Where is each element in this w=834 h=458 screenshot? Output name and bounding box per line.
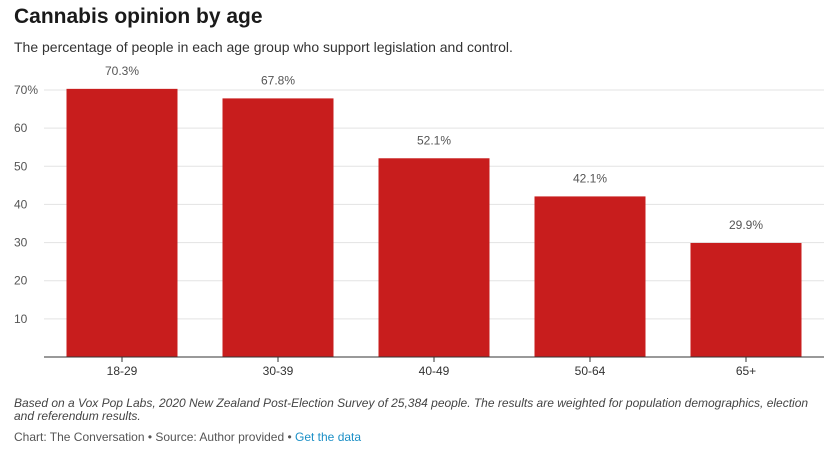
- chart-subtitle: The percentage of people in each age gro…: [14, 39, 513, 55]
- x-tick-label: 50-64: [575, 364, 606, 378]
- x-tick-label: 40-49: [419, 364, 450, 378]
- y-tick-label: 40: [14, 197, 28, 211]
- get-the-data-link[interactable]: Get the data: [295, 430, 362, 444]
- y-tick-label: 50: [14, 159, 28, 173]
- bar: [66, 88, 178, 357]
- bar: [378, 158, 490, 357]
- data-label: 42.1%: [573, 171, 607, 185]
- x-tick-label: 18-29: [107, 364, 138, 378]
- x-tick-label: 65+: [736, 364, 756, 378]
- bar: [222, 98, 334, 358]
- bar: [690, 242, 802, 357]
- credit-text: Chart: The Conversation • Source: Author…: [14, 430, 295, 444]
- y-tick-label: 60: [14, 121, 28, 135]
- chart-title: Cannabis opinion by age: [14, 5, 263, 28]
- y-tick-label: 30: [14, 236, 28, 250]
- y-tick-label: 20: [14, 274, 28, 288]
- bar: [534, 196, 646, 357]
- data-label: 67.8%: [261, 73, 295, 87]
- footnote: Based on a Vox Pop Labs, 2020 New Zealan…: [14, 396, 809, 423]
- credit-line: Chart: The Conversation • Source: Author…: [14, 430, 361, 444]
- y-tick-label: 10: [14, 312, 28, 326]
- data-label: 52.1%: [417, 133, 451, 147]
- data-label: 29.9%: [729, 218, 763, 232]
- data-label: 70.3%: [105, 64, 139, 78]
- y-tick-label: 70%: [14, 83, 38, 97]
- x-tick-label: 30-39: [263, 364, 294, 378]
